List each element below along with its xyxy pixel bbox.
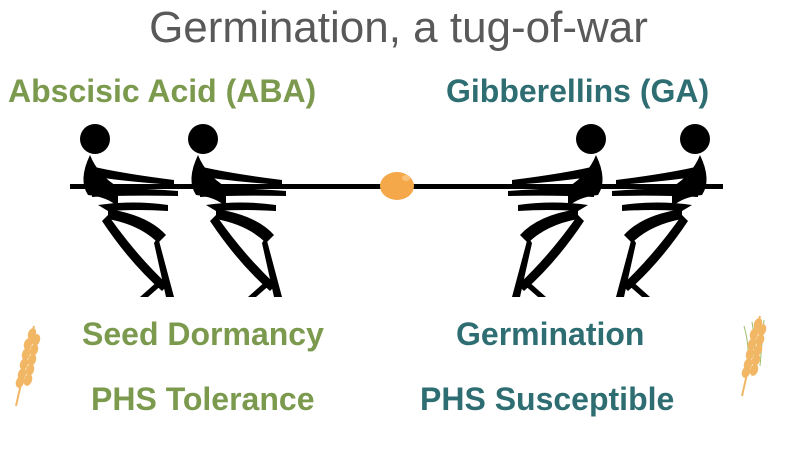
seed-icon xyxy=(380,172,414,200)
diagram-title: Germination, a tug-of-war xyxy=(149,3,648,52)
aba-puller-2-icon xyxy=(188,124,286,297)
phs-susceptible-label: PHS Susceptible xyxy=(420,381,675,417)
ga-label: Gibberellins (GA) xyxy=(446,73,710,109)
aba-label: Abscisic Acid (ABA) xyxy=(8,73,317,109)
phs-tolerance-label: PHS Tolerance xyxy=(91,381,315,417)
ga-puller-1-icon xyxy=(508,124,606,297)
aba-puller-1-icon xyxy=(80,124,178,297)
seed-dormancy-label: Seed Dormancy xyxy=(82,316,324,352)
wheat-ear-right-icon xyxy=(739,315,769,397)
ga-puller-2-icon xyxy=(612,124,710,297)
wheat-ear-left-icon xyxy=(13,325,43,407)
germination-label: Germination xyxy=(456,316,645,352)
